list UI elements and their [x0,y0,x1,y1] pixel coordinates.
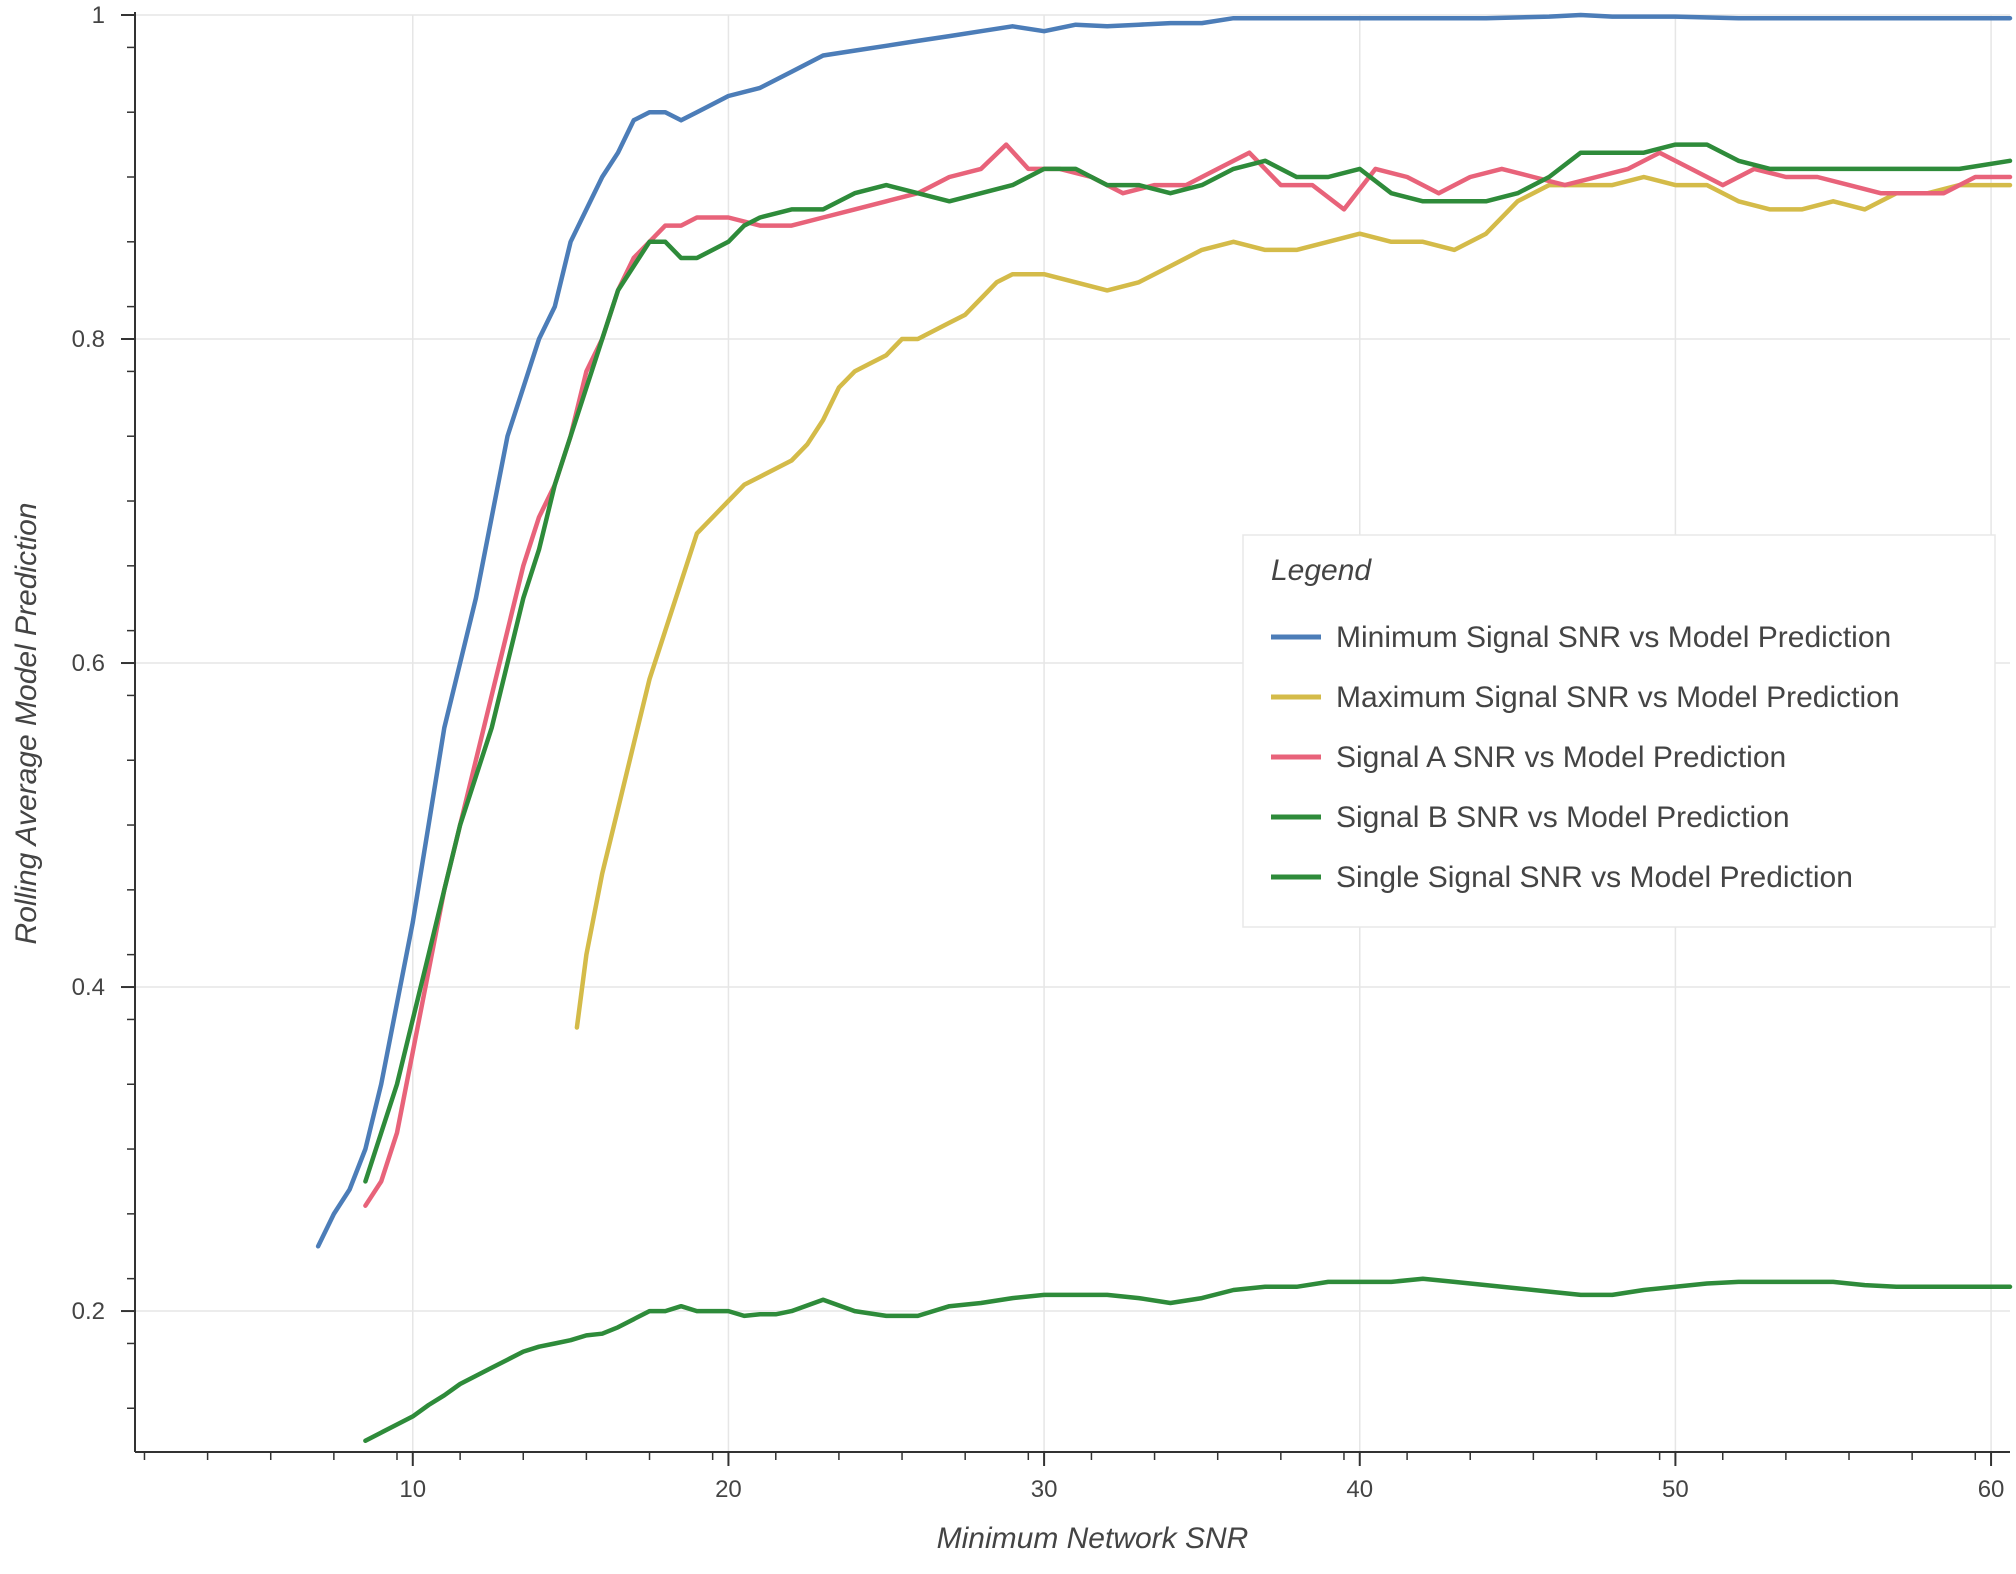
series-line-5 [363,1276,2013,1443]
y-tick-label: 0.4 [72,974,105,1001]
x-tick-label: 60 [1978,1476,2005,1503]
legend-items: Minimum Signal SNR vs Model Prediction Ma… [1271,621,1900,894]
x-tick-label: 50 [1662,1476,1689,1503]
series-line-4 [363,142,2013,1184]
y-tick-label: 0.8 [72,326,105,353]
x-tick-label: 10 [399,1476,426,1503]
legend-label: Minimum Signal SNR vs Model Prediction [1336,621,1891,654]
x-tick-label: 30 [1031,1476,1058,1503]
x-tick-label: 20 [715,1476,742,1503]
y-tick-label: 0.2 [72,1298,105,1325]
legend-label: Signal B SNR vs Model Prediction [1336,801,1790,834]
legend-box [1242,534,1996,928]
y-axis-label: Rolling Average Model Prediction [10,503,43,945]
series-line-1 [315,12,2013,1249]
x-tick-label: 40 [1346,1476,1373,1503]
series-lines [315,12,2013,1443]
legend: Legend Minimum Signal SNR vs Model Predi… [1242,534,1996,928]
legend-label: Single Signal SNR vs Model Prediction [1336,861,1853,894]
legend-label: Signal A SNR vs Model Prediction [1336,741,1786,774]
y-tick-label: 1 [92,2,105,29]
y-tick-label: 0.6 [72,650,105,677]
series-line-3 [363,142,2013,1208]
x-axis-label: Minimum Network SNR [937,1522,1249,1555]
series-line-2 [574,174,2013,1030]
axes: 10 20 30 40 50 60 0.2 0.4 0.6 0.8 1 [72,2,2010,1503]
legend-label: Maximum Signal SNR vs Model Prediction [1336,681,1900,714]
legend-title: Legend [1271,554,1372,587]
